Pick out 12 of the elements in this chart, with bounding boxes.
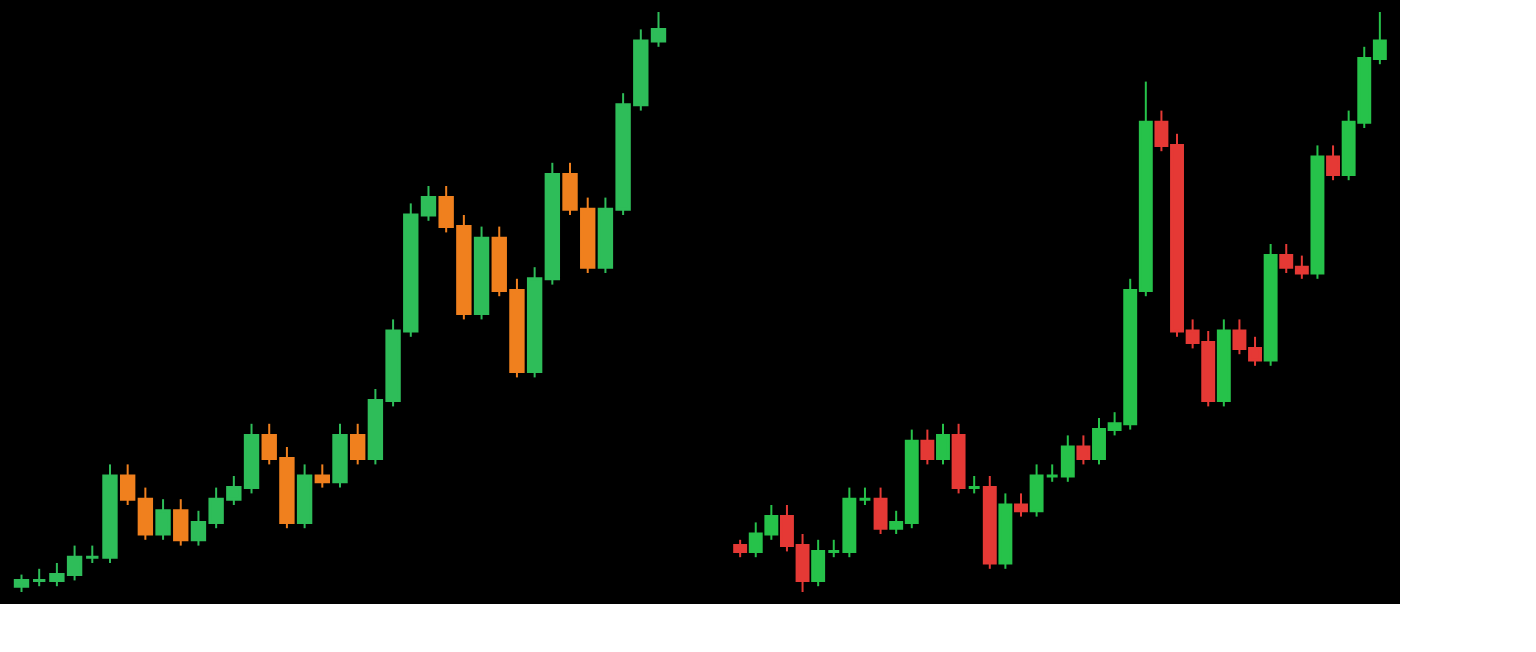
candlestick	[332, 422, 348, 489]
candlestick	[873, 486, 888, 535]
candlestick	[1326, 144, 1341, 182]
candlestick	[1014, 492, 1028, 518]
candlestick	[173, 498, 189, 547]
candlestick	[314, 463, 330, 489]
candlestick	[920, 428, 935, 466]
candlestick	[350, 422, 366, 466]
candlestick	[155, 498, 171, 541]
candlestick	[1076, 434, 1091, 466]
candlestick	[296, 463, 313, 530]
candlestick	[936, 422, 950, 466]
